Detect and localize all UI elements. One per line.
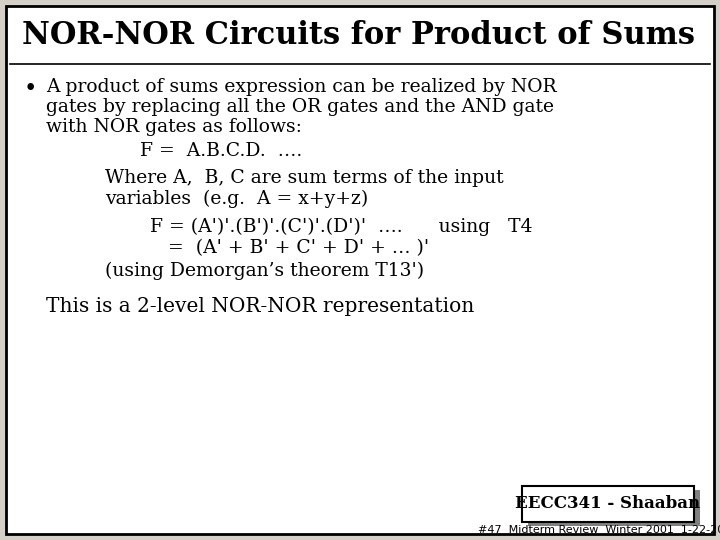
Text: This is a 2-level NOR-NOR representation: This is a 2-level NOR-NOR representation	[46, 297, 474, 316]
Text: NOR-NOR Circuits for Product of Sums: NOR-NOR Circuits for Product of Sums	[22, 20, 695, 51]
Text: F =  A.B.C.D.  ….: F = A.B.C.D. ….	[140, 142, 302, 160]
Text: with NOR gates as follows:: with NOR gates as follows:	[46, 118, 302, 136]
Text: F = (A')'.(B')'.(C')'.(D')'  ….      using   T4: F = (A')'.(B')'.(C')'.(D')' …. using T4	[150, 218, 533, 237]
Text: EECC341 - Shaaban: EECC341 - Shaaban	[516, 496, 701, 512]
Text: A product of sums expression can be realized by NOR: A product of sums expression can be real…	[46, 78, 557, 96]
Text: =  (A' + B' + C' + D' + … )': = (A' + B' + C' + D' + … )'	[150, 239, 429, 257]
Bar	[528, 490, 700, 526]
Text: gates by replacing all the OR gates and the AND gate: gates by replacing all the OR gates and …	[46, 98, 554, 116]
Text: variables  (e.g.  A = x+y+z): variables (e.g. A = x+y+z)	[105, 190, 368, 208]
Text: Where A,  B, C are sum terms of the input: Where A, B, C are sum terms of the input	[105, 169, 503, 187]
Text: #47  Midterm Review  Winter 2001  1-22-2002: #47 Midterm Review Winter 2001 1-22-2002	[478, 525, 720, 535]
Text: (using Demorgan’s theorem T13'): (using Demorgan’s theorem T13')	[105, 262, 424, 280]
Text: •: •	[24, 78, 37, 100]
Bar	[522, 486, 694, 522]
